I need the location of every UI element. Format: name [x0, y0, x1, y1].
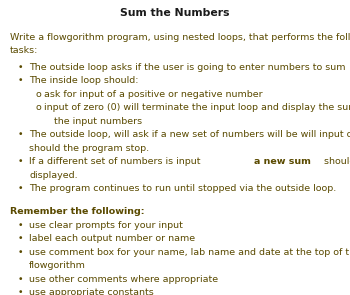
- Text: use comment box for your name, lab name and date at the top of the: use comment box for your name, lab name …: [29, 248, 350, 257]
- Text: •: •: [18, 234, 23, 243]
- Text: •: •: [18, 130, 23, 139]
- Text: flowgorithm: flowgorithm: [29, 261, 86, 270]
- Text: ask for input of a positive or negative number: ask for input of a positive or negative …: [44, 90, 262, 99]
- Text: •: •: [18, 221, 23, 230]
- Text: If a different set of numbers is input: If a different set of numbers is input: [29, 157, 203, 166]
- Text: The outside loop asks if the user is going to enter numbers to sum: The outside loop asks if the user is goi…: [29, 63, 345, 72]
- Text: use other comments where appropriate: use other comments where appropriate: [29, 275, 218, 283]
- Text: •: •: [18, 288, 23, 295]
- Text: •: •: [18, 157, 23, 166]
- Text: If a different set of numbers is input a new sum: If a different set of numbers is input a…: [29, 157, 255, 166]
- Text: the input numbers: the input numbers: [54, 117, 142, 126]
- Text: •: •: [18, 248, 23, 257]
- Text: The program continues to run until stopped via the outside loop.: The program continues to run until stopp…: [29, 184, 336, 193]
- Text: use clear prompts for your input: use clear prompts for your input: [29, 221, 183, 230]
- Text: a new sum: a new sum: [254, 157, 311, 166]
- Text: •: •: [18, 63, 23, 72]
- Text: displayed.: displayed.: [29, 171, 78, 180]
- Text: should the program stop.: should the program stop.: [29, 144, 149, 153]
- Text: The outside loop, will ask if a new set of numbers will be will input or: The outside loop, will ask if a new set …: [29, 130, 350, 139]
- Text: Write a flowgorithm program, using nested loops, that performs the following: Write a flowgorithm program, using neste…: [10, 33, 350, 42]
- Text: •: •: [18, 184, 23, 193]
- Text: o: o: [35, 103, 41, 112]
- Text: input of zero (0) will terminate the input loop and display the sum of: input of zero (0) will terminate the inp…: [44, 103, 350, 112]
- Text: o: o: [35, 90, 41, 99]
- Text: Sum the Numbers: Sum the Numbers: [120, 8, 230, 18]
- Text: •: •: [18, 275, 23, 283]
- Text: tasks:: tasks:: [10, 47, 38, 55]
- Text: label each output number or name: label each output number or name: [29, 234, 195, 243]
- Text: should be calculated and: should be calculated and: [321, 157, 350, 166]
- Text: Remember the following:: Remember the following:: [10, 207, 145, 216]
- Text: If a different set of numbers is input: If a different set of numbers is input: [29, 157, 203, 166]
- Text: use appropriate constants: use appropriate constants: [29, 288, 154, 295]
- Text: The inside loop should:: The inside loop should:: [29, 76, 139, 85]
- Text: •: •: [18, 76, 23, 85]
